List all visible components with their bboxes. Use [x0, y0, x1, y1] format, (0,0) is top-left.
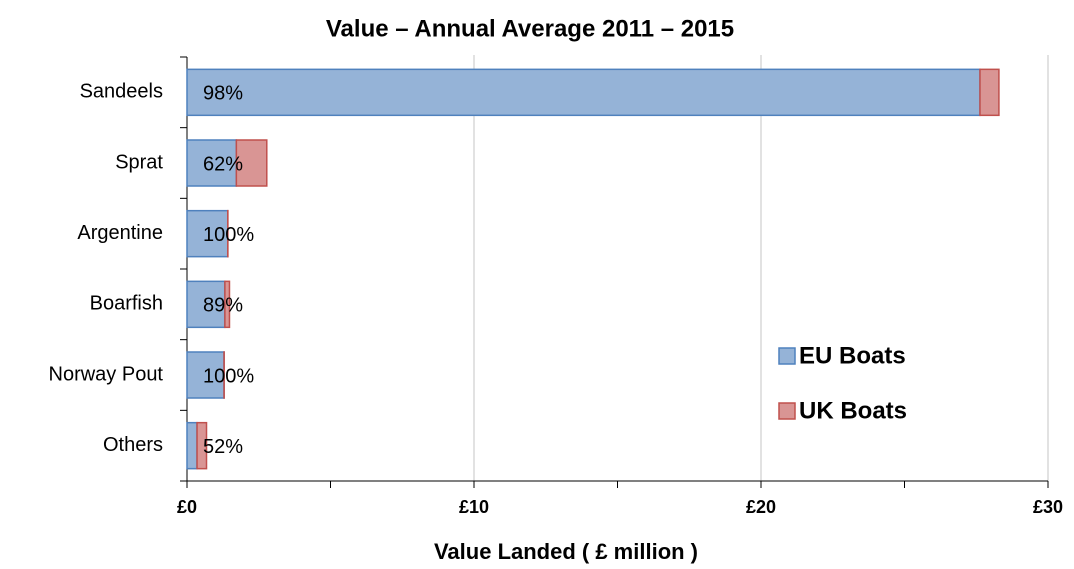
bar — [196, 421, 208, 470]
x-tick-label: £10 — [459, 497, 489, 517]
legend-swatch — [778, 347, 796, 365]
y-tick-label: Argentine — [77, 222, 163, 244]
legend-label: EU Boats — [799, 342, 906, 369]
bar — [186, 68, 981, 117]
x-axis-label: Value Landed ( £ million ) — [434, 539, 698, 564]
legend-background — [768, 325, 968, 440]
x-tick-label: £20 — [746, 497, 776, 517]
x-tick-label: £0 — [177, 497, 197, 517]
y-tick-label: Boarfish — [90, 293, 163, 315]
share-label: 62% — [203, 153, 243, 175]
share-label: 89% — [203, 295, 243, 317]
y-tick-label: Norway Pout — [49, 363, 164, 385]
share-label: 52% — [203, 436, 243, 458]
share-label: 98% — [203, 83, 243, 105]
bar — [186, 421, 198, 470]
bar — [224, 280, 231, 329]
legend-swatch — [778, 402, 796, 420]
bar — [186, 280, 226, 329]
share-label: 100% — [203, 224, 254, 246]
y-tick-label: Sprat — [115, 151, 163, 173]
bar — [235, 139, 268, 187]
share-label: 100% — [203, 365, 254, 387]
legend-label: UK Boats — [799, 397, 907, 424]
bar — [979, 68, 1000, 117]
y-tick-label: Others — [103, 434, 163, 456]
y-tick-label: Sandeels — [80, 81, 163, 103]
chart-title: Value – Annual Average 2011 – 2015 — [326, 15, 734, 42]
x-tick-label: £30 — [1033, 497, 1063, 517]
bar — [186, 209, 229, 258]
